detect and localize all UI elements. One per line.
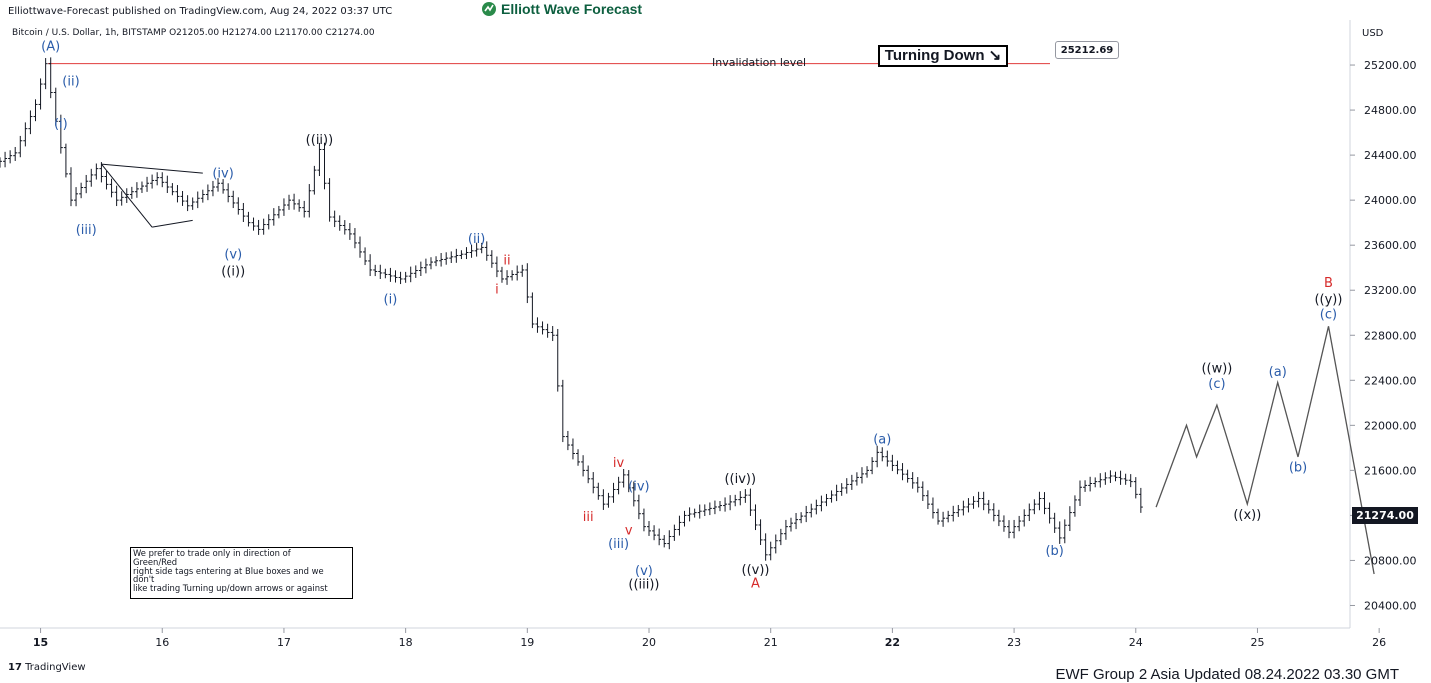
y-tick-label: 20400.00 <box>1364 599 1417 612</box>
x-tick-label: 21 <box>764 636 778 649</box>
note-line: don't <box>133 574 155 585</box>
triangle-edge <box>101 163 153 228</box>
triangle-line <box>152 219 193 228</box>
x-tick-label: 16 <box>155 636 169 649</box>
x-tick-label: 18 <box>399 636 413 649</box>
projection-path <box>1155 326 1375 575</box>
wave-label: (i) <box>384 293 398 308</box>
x-tick-label: 26 <box>1372 636 1386 649</box>
wave-label: (iii) <box>608 537 629 552</box>
x-tick-label: 24 <box>1129 636 1143 649</box>
wave-label: (v) <box>635 564 653 579</box>
note-line: like trading Turning up/down arrows or a… <box>133 583 328 594</box>
y-tick-label: 24400.00 <box>1364 149 1417 162</box>
wave-label: (b) <box>1045 544 1063 559</box>
currency-label: USD <box>1362 28 1384 39</box>
turning-down-box: Turning Down ↘ <box>878 45 1008 67</box>
wave-label: ((i)) <box>221 265 245 280</box>
wave-label: ((y)) <box>1314 293 1342 308</box>
wave-label: ((ii)) <box>306 133 334 148</box>
y-tick-label: 24000.00 <box>1364 194 1417 207</box>
wave-label: ((iii)) <box>628 578 659 593</box>
wave-label: (i) <box>54 117 68 132</box>
x-tick-label: 25 <box>1250 636 1264 649</box>
tradingview-icon: 17 <box>8 662 22 673</box>
wave-label: (c) <box>1208 377 1225 392</box>
y-tick-label: 22000.00 <box>1364 419 1417 432</box>
last-price-tag: 21274.00 <box>1352 507 1418 524</box>
wave-label: ((x)) <box>1233 508 1261 523</box>
y-tick-label: 22400.00 <box>1364 374 1417 387</box>
wave-label: iv <box>613 456 625 471</box>
y-tick-label: 24800.00 <box>1364 104 1417 117</box>
wave-label: (iv) <box>212 167 233 182</box>
note-line: We prefer to trade only in direction of <box>133 548 291 558</box>
wave-label: (ii) <box>62 74 79 89</box>
y-tick-label: 20800.00 <box>1364 554 1417 567</box>
trading-note: We prefer to trade only in direction of … <box>130 547 353 599</box>
note-line: right side tags entering at Blue boxes a… <box>133 565 324 576</box>
wave-label: (c) <box>1320 307 1337 322</box>
wave-label: iii <box>583 510 594 525</box>
wave-label: (a) <box>873 432 891 447</box>
x-tick-label: 23 <box>1007 636 1021 649</box>
wave-label: ((v)) <box>742 563 770 578</box>
y-tick-label: 21600.00 <box>1364 464 1417 477</box>
x-tick-label: 15 <box>33 636 48 649</box>
x-tick-label: 20 <box>642 636 656 649</box>
wave-label: i <box>495 283 499 298</box>
wave-label: (iv) <box>628 480 649 495</box>
y-tick-label: 25200.00 <box>1364 59 1417 72</box>
published-info: Elliottwave-Forecast published on Tradin… <box>8 6 393 17</box>
invalidation-price-tag: 25212.69 <box>1055 41 1119 59</box>
ewf-logo-icon <box>482 2 496 16</box>
x-tick-label: 17 <box>277 636 291 649</box>
wave-label: A <box>751 576 760 591</box>
x-tick-label: 19 <box>520 636 534 649</box>
y-tick-label: 23600.00 <box>1364 239 1417 252</box>
brand-logo: Elliott Wave Forecast <box>481 1 642 17</box>
wave-label: (ii) <box>468 232 485 247</box>
y-tick-label: 23200.00 <box>1364 284 1417 297</box>
y-tick-label: 22800.00 <box>1364 329 1417 342</box>
wave-label: ((w)) <box>1201 361 1232 376</box>
brand-name: Elliott Wave Forecast <box>501 1 643 17</box>
wave-label: v <box>625 524 633 539</box>
wave-label: ((iv)) <box>724 472 756 487</box>
wave-label: B <box>1324 276 1333 291</box>
tradingview-label: TradingView <box>25 662 86 673</box>
symbol-line: Bitcoin / U.S. Dollar, 1h, BITSTAMP O212… <box>12 28 375 38</box>
wave-label: (a) <box>1269 365 1287 380</box>
triangle-line <box>101 163 203 174</box>
wave-label: (b) <box>1289 460 1307 475</box>
wave-label: (iii) <box>76 223 97 238</box>
invalidation-label: Invalidation level <box>712 56 807 69</box>
x-tick-label: 22 <box>885 636 900 649</box>
note-line: Green/Red <box>133 556 178 567</box>
footer-updated: EWF Group 2 Asia Updated 08.24.2022 03.3… <box>1055 666 1399 683</box>
tradingview-logo[interactable]: 17 TradingView <box>8 662 86 673</box>
wave-label: (v) <box>224 248 242 263</box>
wave-label: (A) <box>41 39 60 54</box>
wave-label: ii <box>503 253 510 268</box>
